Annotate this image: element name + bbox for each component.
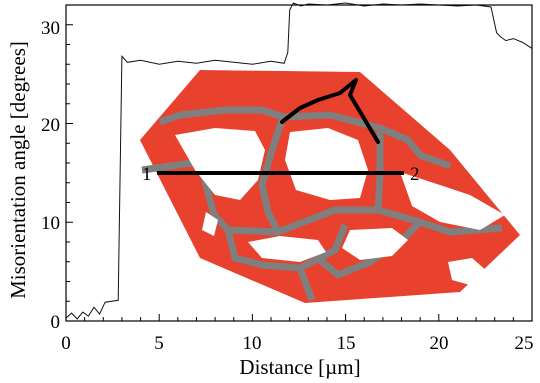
profile-start-label: 1	[142, 164, 152, 185]
x-tick-label: 25	[515, 333, 534, 354]
x-tick-label: 20	[430, 333, 449, 354]
map-dark-boundary	[280, 78, 380, 144]
x-tick-label: 10	[243, 333, 262, 354]
y-tick-label: 10	[41, 213, 60, 234]
y-tick-labels: 0 10 20 30	[41, 18, 60, 333]
y-tick-label: 20	[41, 115, 60, 136]
x-tick-label: 15	[337, 333, 356, 354]
y-tick-label: 30	[41, 18, 60, 39]
x-axis-title: Distance [µm]	[239, 355, 360, 379]
profile-end-label: 2	[410, 164, 420, 185]
microstructure-map-inset: 1 2	[140, 70, 520, 303]
x-tick-label: 0	[61, 333, 71, 354]
map-grain-interior	[175, 128, 505, 285]
y-tick-label: 0	[51, 312, 61, 333]
y-axis-title: Misorientation angle [degrees]	[6, 41, 30, 299]
x-tick-label: 5	[154, 333, 164, 354]
axis-ticks	[65, 4, 533, 322]
x-tick-labels: 0 5 10 15 20 25	[61, 333, 533, 354]
misorientation-profile-line	[65, 2, 533, 320]
